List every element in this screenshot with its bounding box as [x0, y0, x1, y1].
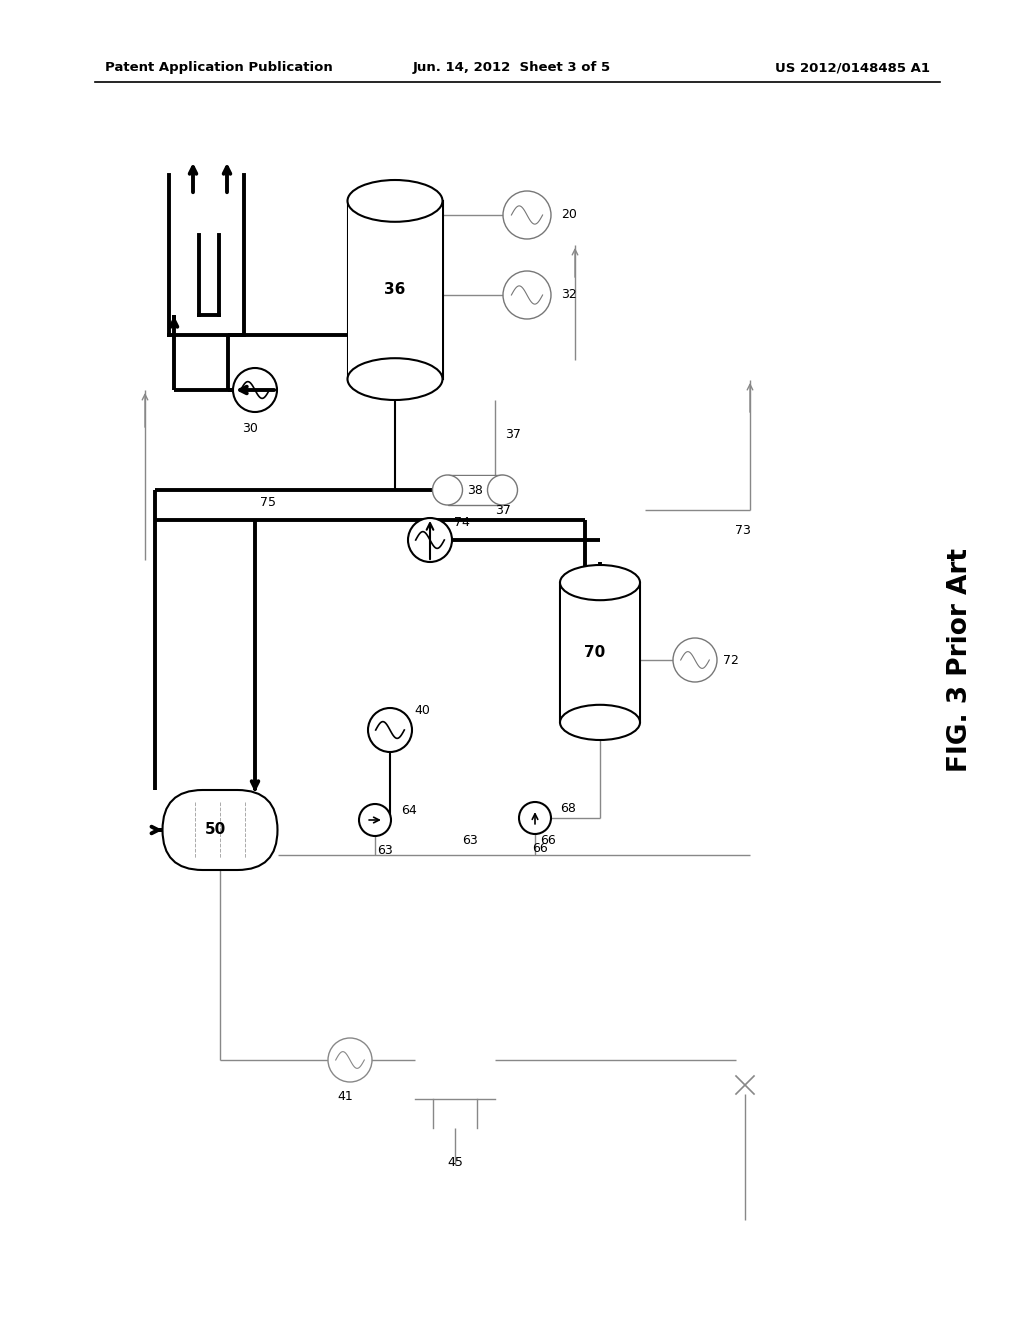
Text: 32: 32: [561, 289, 577, 301]
Ellipse shape: [432, 475, 463, 506]
Text: 50: 50: [205, 822, 225, 837]
Text: 63: 63: [462, 834, 478, 847]
Text: 73: 73: [735, 524, 751, 536]
Circle shape: [673, 638, 717, 682]
Text: 30: 30: [242, 421, 258, 434]
FancyBboxPatch shape: [163, 789, 278, 870]
Bar: [447, 477, 503, 504]
Circle shape: [503, 271, 551, 319]
Bar: [447, 475, 503, 506]
Text: 38: 38: [467, 483, 483, 496]
Circle shape: [359, 804, 391, 836]
Text: 37: 37: [505, 429, 521, 441]
Ellipse shape: [560, 705, 640, 741]
Text: 70: 70: [585, 645, 605, 660]
Text: 75: 75: [260, 495, 276, 508]
Text: 41: 41: [337, 1089, 353, 1102]
Text: 45: 45: [447, 1155, 463, 1168]
Circle shape: [233, 368, 278, 412]
Ellipse shape: [560, 565, 640, 601]
Text: 66: 66: [540, 834, 556, 847]
Text: US 2012/0148485 A1: US 2012/0148485 A1: [775, 62, 930, 74]
Text: FIG. 3 Prior Art: FIG. 3 Prior Art: [947, 548, 973, 772]
Ellipse shape: [347, 358, 442, 400]
Circle shape: [503, 191, 551, 239]
Circle shape: [408, 517, 452, 562]
Text: 66: 66: [532, 842, 548, 854]
Ellipse shape: [487, 475, 517, 506]
Text: Jun. 14, 2012  Sheet 3 of 5: Jun. 14, 2012 Sheet 3 of 5: [413, 62, 611, 74]
Text: 63: 63: [377, 843, 393, 857]
Text: 36: 36: [384, 282, 406, 297]
Text: Patent Application Publication: Patent Application Publication: [105, 62, 333, 74]
Text: 64: 64: [401, 804, 417, 817]
Bar: [561, 582, 639, 722]
Text: 72: 72: [723, 653, 739, 667]
Text: 20: 20: [561, 209, 577, 222]
Bar: [348, 201, 441, 379]
Text: 74: 74: [454, 516, 470, 528]
Text: 37: 37: [495, 503, 511, 516]
Circle shape: [328, 1038, 372, 1082]
Ellipse shape: [347, 180, 442, 222]
Circle shape: [368, 708, 412, 752]
Text: 40: 40: [414, 704, 430, 717]
Text: 68: 68: [560, 801, 575, 814]
Circle shape: [519, 803, 551, 834]
